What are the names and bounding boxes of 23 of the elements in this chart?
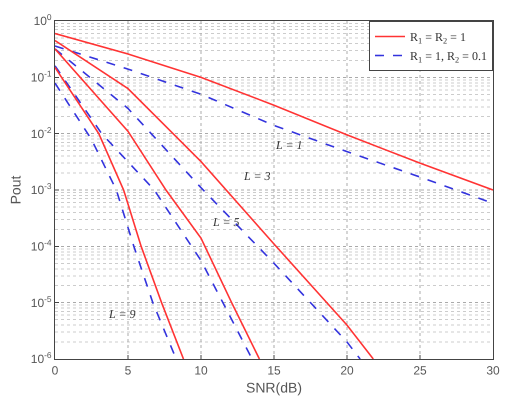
x-tick-label: 0 bbox=[52, 363, 59, 378]
line-series bbox=[55, 32, 493, 191]
y-tick-label: 10$^{0}$ bbox=[34, 12, 52, 28]
annotation: L = 9 bbox=[108, 307, 136, 321]
x-tick-label: 10 bbox=[194, 363, 208, 378]
x-tick-label: 20 bbox=[340, 363, 354, 378]
legend-label: R$_{1}$ = R$_{2}$ = 1 bbox=[410, 30, 466, 46]
y-tick-label: 10$^{-5}$ bbox=[30, 294, 52, 310]
annotation: L = 5 bbox=[212, 215, 240, 229]
legend-label: R$_{1}$ = 1, R$_{2}$ = 0.1 bbox=[410, 49, 487, 65]
annotation: L = 3 bbox=[243, 169, 271, 183]
y-tick-label: 10$^{-1}$ bbox=[30, 68, 52, 85]
y-tick-label: 10$^{-6}$ bbox=[30, 350, 52, 366]
x-tick-label: 15 bbox=[267, 363, 281, 378]
x-tick-label: 5 bbox=[124, 363, 132, 378]
y-tick-label: 10$^{-4}$ bbox=[30, 237, 52, 254]
annotation: L = 1 bbox=[275, 138, 303, 152]
y-tick-label: 10$^{-2}$ bbox=[30, 124, 52, 141]
x-tick-label: 25 bbox=[413, 363, 427, 378]
x-tick-label: 30 bbox=[486, 363, 500, 378]
x-axis-title: SNR(dB) bbox=[246, 380, 302, 396]
y-tick-label: 10$^{-3}$ bbox=[30, 181, 52, 198]
y-axis-title: Pout bbox=[7, 175, 24, 204]
